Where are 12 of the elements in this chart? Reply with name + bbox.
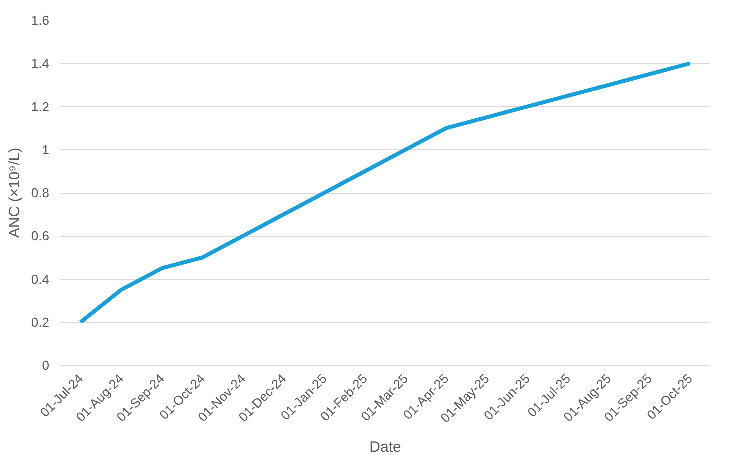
y-tick-label: 0.6 (31, 228, 50, 244)
y-tick-label: 0.8 (31, 186, 50, 200)
y-tick-label: 0 (42, 358, 50, 373)
y-axis-title: ANC (×10⁹/L) (6, 148, 24, 238)
x-axis-title: Date (370, 439, 402, 456)
y-tick-label: 0.2 (31, 314, 50, 330)
y-tick-label: 0.4 (31, 272, 50, 287)
y-tick-label: 1.6 (31, 13, 50, 28)
line-series (78, 62, 692, 324)
y-tick-label: 1.2 (31, 99, 50, 114)
y-tick-label: 1.4 (31, 56, 50, 72)
y-tick-label: 1 (42, 142, 50, 158)
